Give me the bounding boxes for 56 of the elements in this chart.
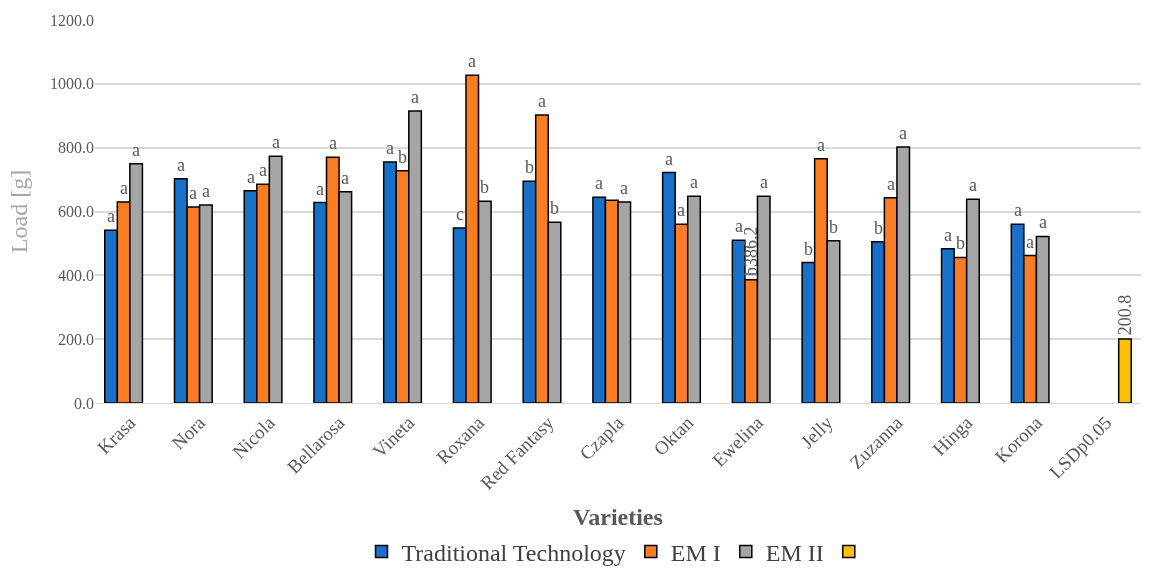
y-tick-label: 800.0 [58,139,94,157]
data-label: a [132,140,140,160]
data-label: a [969,175,977,195]
data-label: a [735,216,743,236]
data-label: a [202,181,210,201]
data-label: c [456,204,464,224]
legend-label: EM II [765,539,824,566]
data-label: b [874,218,883,238]
data-label: a [817,135,825,155]
data-label: a [107,206,115,226]
data-label: a [1026,232,1034,252]
x-axis-title: Varieties [573,503,663,530]
data-label: 200.8 [1114,294,1135,336]
data-label: a [538,91,546,111]
y-tick-label: 1000.0 [50,75,94,93]
data-label: a [760,172,768,192]
data-label: a [620,178,628,198]
data-label: a [386,138,394,158]
data-label: a [247,167,255,187]
x-tick-label: Nora [167,411,210,454]
data-label: b [829,217,838,237]
data-label: a [665,149,673,169]
data-label: a [411,87,419,107]
data-label: a [887,174,895,194]
data-label: a [468,51,476,71]
data-label: a [259,160,267,180]
bar [1117,338,1132,403]
data-label: a [595,173,603,193]
data-label: b [525,157,534,177]
data-label: a [120,178,128,198]
data-label: a [189,183,197,203]
x-tick-label: Jelly [796,411,838,453]
data-label: a [1039,212,1047,232]
data-label: a [177,155,185,175]
data-label: a [1014,200,1022,220]
y-tick-label: 1200.0 [50,11,94,29]
data-label: a [899,123,907,143]
y-tick-label: 600.0 [58,203,94,221]
y-tick-label: 0.0 [74,394,94,412]
data-label: b [398,147,407,167]
data-label: b [480,177,489,197]
legend-label: EM I [670,539,721,566]
data-label: a [341,168,349,188]
data-label: a [690,172,698,192]
data-label: a [272,132,280,152]
data-label: b [550,198,559,218]
data-label: b [804,239,813,259]
data-label: b [956,233,965,253]
y-axis-title: Load [g] [6,169,33,254]
y-tick-label: 200.0 [58,330,94,348]
legend-label: Traditional Technology [401,539,626,566]
data-label: a [316,179,324,199]
data-label: a [944,225,952,245]
data-label: a [329,133,337,153]
y-tick-label: 400.0 [58,266,94,284]
data-label: a [677,200,685,220]
